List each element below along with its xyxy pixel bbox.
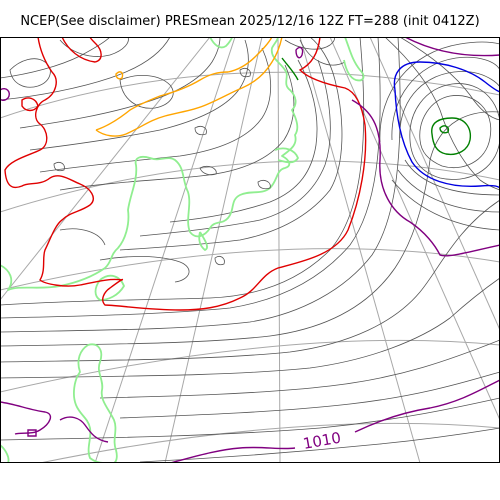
contour-red xyxy=(4,37,367,311)
coastline xyxy=(0,37,299,291)
isobar xyxy=(419,95,492,169)
longitude-line xyxy=(299,37,421,463)
coastline xyxy=(94,274,125,301)
contour-purple xyxy=(404,37,500,57)
isobar xyxy=(391,179,500,231)
isobar xyxy=(397,169,500,213)
contour-orange xyxy=(95,37,273,131)
coastlines xyxy=(0,37,365,463)
isobar xyxy=(0,37,401,333)
isobar xyxy=(0,111,500,347)
isobar xyxy=(9,58,51,88)
latitude-line xyxy=(0,248,500,291)
pressure-map: 1010 xyxy=(0,37,500,463)
isobar xyxy=(379,41,500,143)
isobar xyxy=(99,256,190,283)
contour-blue xyxy=(393,61,500,93)
coastline xyxy=(0,444,10,463)
contour-purple xyxy=(295,46,304,59)
isobar xyxy=(0,37,111,79)
coastline xyxy=(209,37,233,49)
land-fragment xyxy=(53,162,65,172)
isobar xyxy=(0,199,500,363)
contour-green xyxy=(439,125,450,134)
isobar xyxy=(284,37,335,50)
contour-orange xyxy=(95,37,283,137)
coastline xyxy=(274,147,299,164)
isobar xyxy=(119,37,343,251)
contour-blue xyxy=(394,89,500,189)
contour-red xyxy=(61,37,102,63)
isobar xyxy=(59,228,106,246)
map-title: NCEP(See disclaimer) PRESmean 2025/12/16… xyxy=(20,14,480,29)
coastline xyxy=(198,231,208,251)
land-fragment xyxy=(194,126,207,136)
coastline xyxy=(73,344,105,463)
land-fragment xyxy=(214,256,225,266)
isobar xyxy=(399,37,500,121)
latitude-line xyxy=(0,160,500,213)
isobar xyxy=(409,83,500,180)
land-fragment xyxy=(199,166,217,176)
isobar xyxy=(399,71,500,139)
contour-orange xyxy=(115,71,124,80)
isobar xyxy=(169,59,318,223)
land-fragment xyxy=(239,68,251,78)
coastline xyxy=(343,37,365,82)
isobar xyxy=(139,427,500,463)
contour-purple xyxy=(354,379,500,433)
isobar xyxy=(119,371,500,419)
longitude-line xyxy=(0,37,211,301)
contour-purple xyxy=(0,401,52,435)
isobar xyxy=(0,37,171,101)
isobar xyxy=(0,37,365,306)
land-fragment xyxy=(257,180,271,190)
contour-purple xyxy=(27,429,37,437)
latitude-line xyxy=(39,422,500,463)
contour-purple xyxy=(59,416,109,443)
isobar xyxy=(29,39,249,151)
isobar xyxy=(299,39,346,66)
isobar xyxy=(99,339,500,399)
isobar xyxy=(39,47,272,173)
longitude-line xyxy=(277,37,281,463)
isobar xyxy=(404,159,500,196)
longitude-line xyxy=(164,37,263,463)
contour-green xyxy=(281,57,299,81)
graticule xyxy=(0,37,500,463)
land-fragments xyxy=(53,68,271,266)
contour-purple xyxy=(169,446,296,463)
isobar xyxy=(0,37,381,319)
coastline xyxy=(87,343,118,463)
isobar xyxy=(119,75,174,109)
longitude-line xyxy=(369,37,500,331)
latitude-line xyxy=(0,71,500,119)
isobar xyxy=(139,59,331,237)
isobar xyxy=(391,56,500,141)
highlight-contours xyxy=(0,37,500,463)
contour-green xyxy=(431,117,472,156)
contour-red xyxy=(21,97,39,112)
contour-purple xyxy=(351,99,500,257)
isobar xyxy=(0,277,500,379)
isobar xyxy=(0,397,500,441)
longitude-line xyxy=(94,37,236,463)
